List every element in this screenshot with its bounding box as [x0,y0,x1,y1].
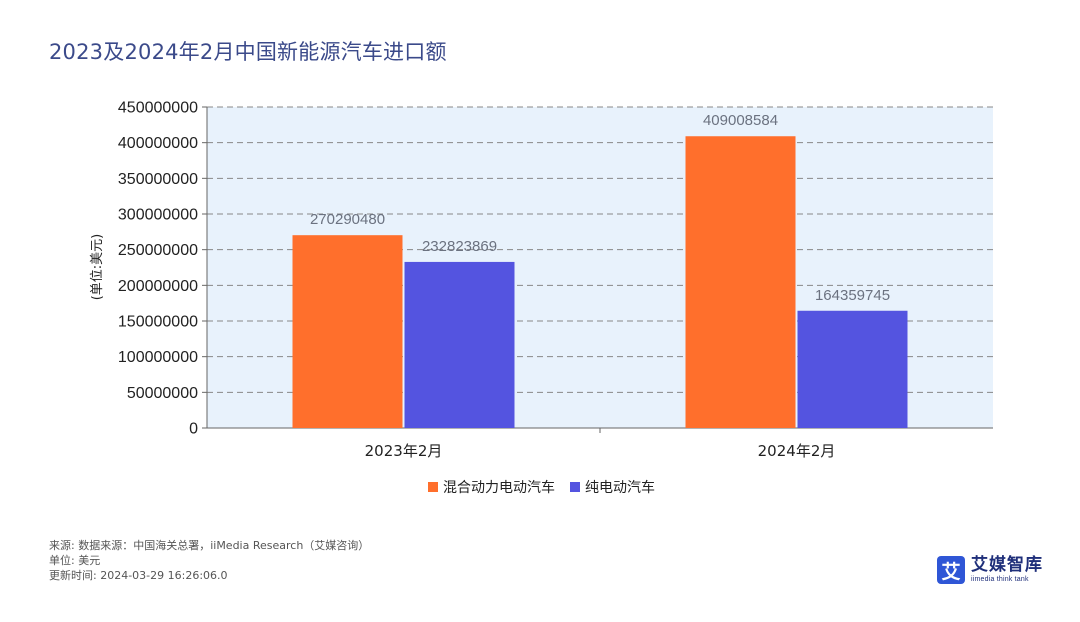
bar [292,235,403,428]
y-tick-label: 350000000 [118,171,198,188]
y-tick-label: 150000000 [118,314,198,331]
data-label: 232823869 [422,238,497,255]
y-tick-label: 250000000 [118,242,198,259]
data-label: 164359745 [815,287,890,304]
y-tick-label: 300000000 [118,207,198,224]
y-axis-label: (单位:美元) [90,234,105,301]
brand-logo: 艾 艾媒智库 iimedia think tank [937,554,1043,586]
x-tick-label: 2024年2月 [758,442,836,460]
data-label: 409008584 [703,112,778,129]
legend-label: 混合动力电动汽车 [443,479,555,496]
update-time: 更新时间: 2024-03-29 16:26:06.0 [49,569,228,582]
bar [404,261,515,428]
brand-name: 艾媒智库 [971,555,1043,575]
y-tick-label: 0 [189,421,198,438]
brand-tagline: iimedia think tank [971,576,1029,583]
bar [685,136,796,428]
y-tick-label: 200000000 [118,278,198,295]
y-tick-label: 100000000 [118,349,198,366]
brand-mark-icon: 艾 [937,556,965,584]
bar [797,310,908,428]
source-note: 来源: 数据来源：中国海关总署，iiMedia Research（艾媒咨询） [49,539,370,552]
y-tick-label: 400000000 [118,135,198,152]
legend-swatch [570,482,580,492]
chart-title: 2023及2024年2月中国新能源汽车进口额 [49,40,447,64]
legend-label: 纯电动汽车 [585,479,655,496]
y-tick-label: 50000000 [127,385,198,402]
data-label: 270290480 [310,211,385,228]
unit-note: 单位: 美元 [49,554,101,567]
y-tick-label: 450000000 [118,100,198,117]
x-tick-label: 2023年2月 [365,442,443,460]
legend-swatch [428,482,438,492]
chart-footer: 来源: 数据来源：中国海关总署，iiMedia Research（艾媒咨询） 单… [49,538,369,583]
